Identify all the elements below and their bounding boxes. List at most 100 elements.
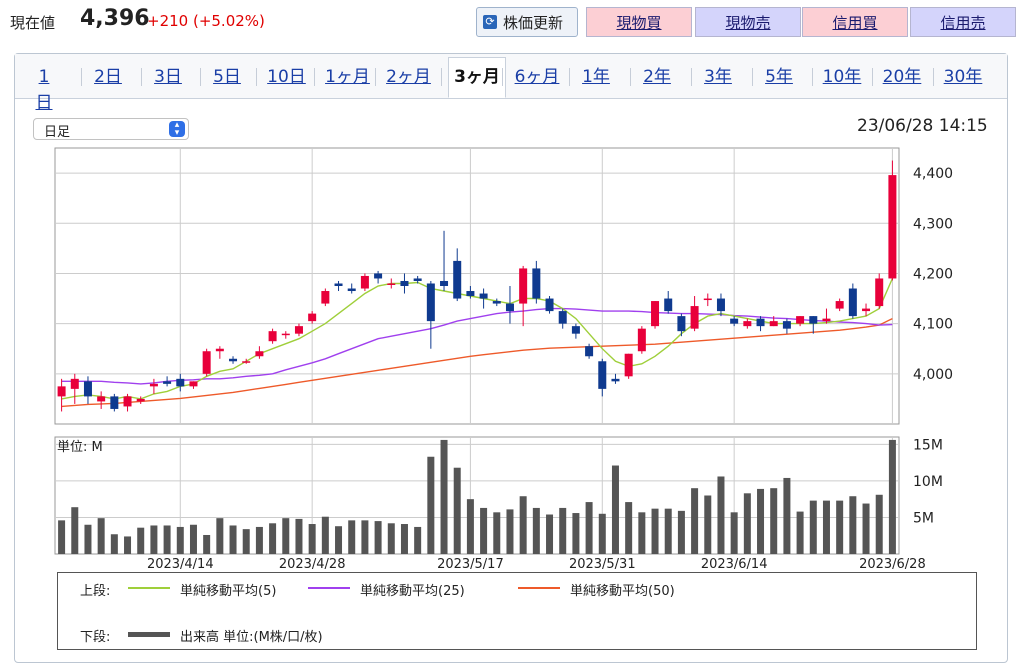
tab-separator xyxy=(256,68,257,86)
candle-body xyxy=(400,280,409,286)
volume-bar xyxy=(137,527,145,554)
legend-volume: 出来高 単位:(M株/口/枚) xyxy=(180,630,323,645)
x-tick-label: 2023/4/28 xyxy=(279,557,346,572)
x-tick-label: 2023/5/17 xyxy=(437,557,504,572)
tab-period-14[interactable]: 10年 xyxy=(822,67,862,87)
tab-separator xyxy=(375,68,376,86)
candle-body xyxy=(505,303,514,312)
margin-sell-button[interactable]: 信用売 xyxy=(910,7,1016,37)
volume-bar xyxy=(598,513,606,554)
candle-body xyxy=(571,326,580,334)
candle-body xyxy=(690,306,699,329)
tab-period-10[interactable]: 1年 xyxy=(582,67,610,87)
tab-separator xyxy=(502,68,503,86)
price-tick-label: 4,000 xyxy=(913,367,953,383)
tab-period-7[interactable]: 2ヶ月 xyxy=(386,67,431,87)
volume-bar xyxy=(717,476,725,554)
volume-bar xyxy=(189,524,197,554)
legend-ma5: 単純移動平均(5) xyxy=(180,584,277,599)
tab-period-13[interactable]: 5年 xyxy=(765,67,793,87)
candle-body xyxy=(848,288,857,317)
candle-body xyxy=(281,333,290,336)
volume-bar xyxy=(84,524,92,554)
stock-chart: 2023/4/14 2023/4/28 2023/5/17 2023/5/31 2023… xyxy=(54,147,953,572)
tab-period-8[interactable]: 3ヶ月 xyxy=(448,57,506,98)
tab-separator xyxy=(200,68,201,86)
current-price: 4,396 xyxy=(80,6,150,31)
candle-body xyxy=(598,361,607,389)
candle-body xyxy=(888,175,897,279)
cash-buy-button[interactable]: 現物買 xyxy=(586,7,692,37)
volume-bar xyxy=(559,507,567,554)
candle-body xyxy=(176,378,185,387)
margin-buy-button[interactable]: 信用買 xyxy=(802,7,908,37)
tab-period-11[interactable]: 2年 xyxy=(643,67,671,87)
interval-select-value: 日足 xyxy=(44,125,71,140)
tab-period-4[interactable]: 5日 xyxy=(213,67,241,87)
candle-body xyxy=(532,268,541,299)
volume-bar xyxy=(809,500,817,554)
ma5-line xyxy=(61,278,894,400)
volume-bar xyxy=(572,513,580,554)
tab-period-6[interactable]: 1ヶ月 xyxy=(325,67,370,87)
tab-period-15[interactable]: 20年 xyxy=(882,67,922,87)
candle-body xyxy=(730,318,739,324)
volume-bar xyxy=(282,518,290,554)
volume-bar xyxy=(414,526,422,554)
candle-body xyxy=(83,381,92,397)
tab-period-1[interactable]: 1日 xyxy=(35,67,53,113)
period-tabs: 1日 2日 3日 5日 10日 1ヶ月 2ヶ月 3ヶ月 6ヶ月 1年 2年 3年 5年 10年 20年 30年 xyxy=(15,54,1007,113)
price-tick-label: 4,100 xyxy=(913,317,953,333)
volume-bar xyxy=(466,499,474,554)
volume-bar xyxy=(400,524,408,554)
price-tick-label: 4,300 xyxy=(913,216,953,232)
tab-period-16[interactable]: 30年 xyxy=(943,67,983,87)
legend-ma25-swatch xyxy=(308,587,350,589)
volume-tick-label: 5M xyxy=(913,510,934,526)
volume-bar xyxy=(822,500,830,554)
legend-lower-label: 下段: xyxy=(80,630,111,645)
refresh-price-button[interactable]: ⟳ 株価更新 xyxy=(476,7,578,37)
legend-ma25: 単純移動平均(25) xyxy=(360,584,465,599)
tab-separator xyxy=(314,68,315,86)
volume-bar xyxy=(875,494,883,554)
candle-body xyxy=(703,298,712,301)
interval-select[interactable]: 日足 ▴ ▾ xyxy=(33,118,189,140)
volume-bar xyxy=(743,493,751,554)
candle-body xyxy=(782,321,791,329)
volume-bar xyxy=(480,507,488,554)
candle-body xyxy=(57,386,66,397)
candle-body xyxy=(611,378,620,382)
candle-body xyxy=(466,291,475,297)
price-tick-label: 4,200 xyxy=(913,266,953,282)
candle-body xyxy=(558,311,567,324)
cash-sell-button[interactable]: 現物売 xyxy=(695,7,801,37)
tab-period-9[interactable]: 6ヶ月 xyxy=(514,67,560,87)
candle-body xyxy=(97,396,106,402)
candle-body xyxy=(862,308,871,312)
x-tick-label: 2023/6/14 xyxy=(701,557,768,572)
tab-period-12[interactable]: 3年 xyxy=(704,67,732,87)
volume-bar xyxy=(770,488,778,554)
candle-body xyxy=(242,361,251,363)
volume-bar xyxy=(519,496,527,554)
candle-body xyxy=(334,283,343,286)
chart-legend: 上段: 単純移動平均(5) 単純移動平均(25) 単純移動平均(50) 下段: … xyxy=(57,572,977,650)
volume-bar xyxy=(532,507,540,554)
candle-body xyxy=(492,301,501,304)
tab-period-5[interactable]: 10日 xyxy=(267,67,306,87)
candle-body xyxy=(664,298,673,312)
tab-period-2[interactable]: 2日 xyxy=(94,67,122,87)
legend-volume-swatch xyxy=(128,632,170,637)
candle-body xyxy=(651,301,660,327)
candle-body xyxy=(163,381,172,384)
volume-bar xyxy=(585,502,593,554)
refresh-icon: ⟳ xyxy=(483,15,497,29)
candle-body xyxy=(585,346,594,357)
candle-body xyxy=(756,318,765,327)
volume-bar xyxy=(71,507,79,554)
volume-bar xyxy=(229,525,237,554)
volume-bar xyxy=(348,520,356,554)
tab-period-3[interactable]: 3日 xyxy=(154,67,182,87)
volume-bar xyxy=(308,524,316,554)
